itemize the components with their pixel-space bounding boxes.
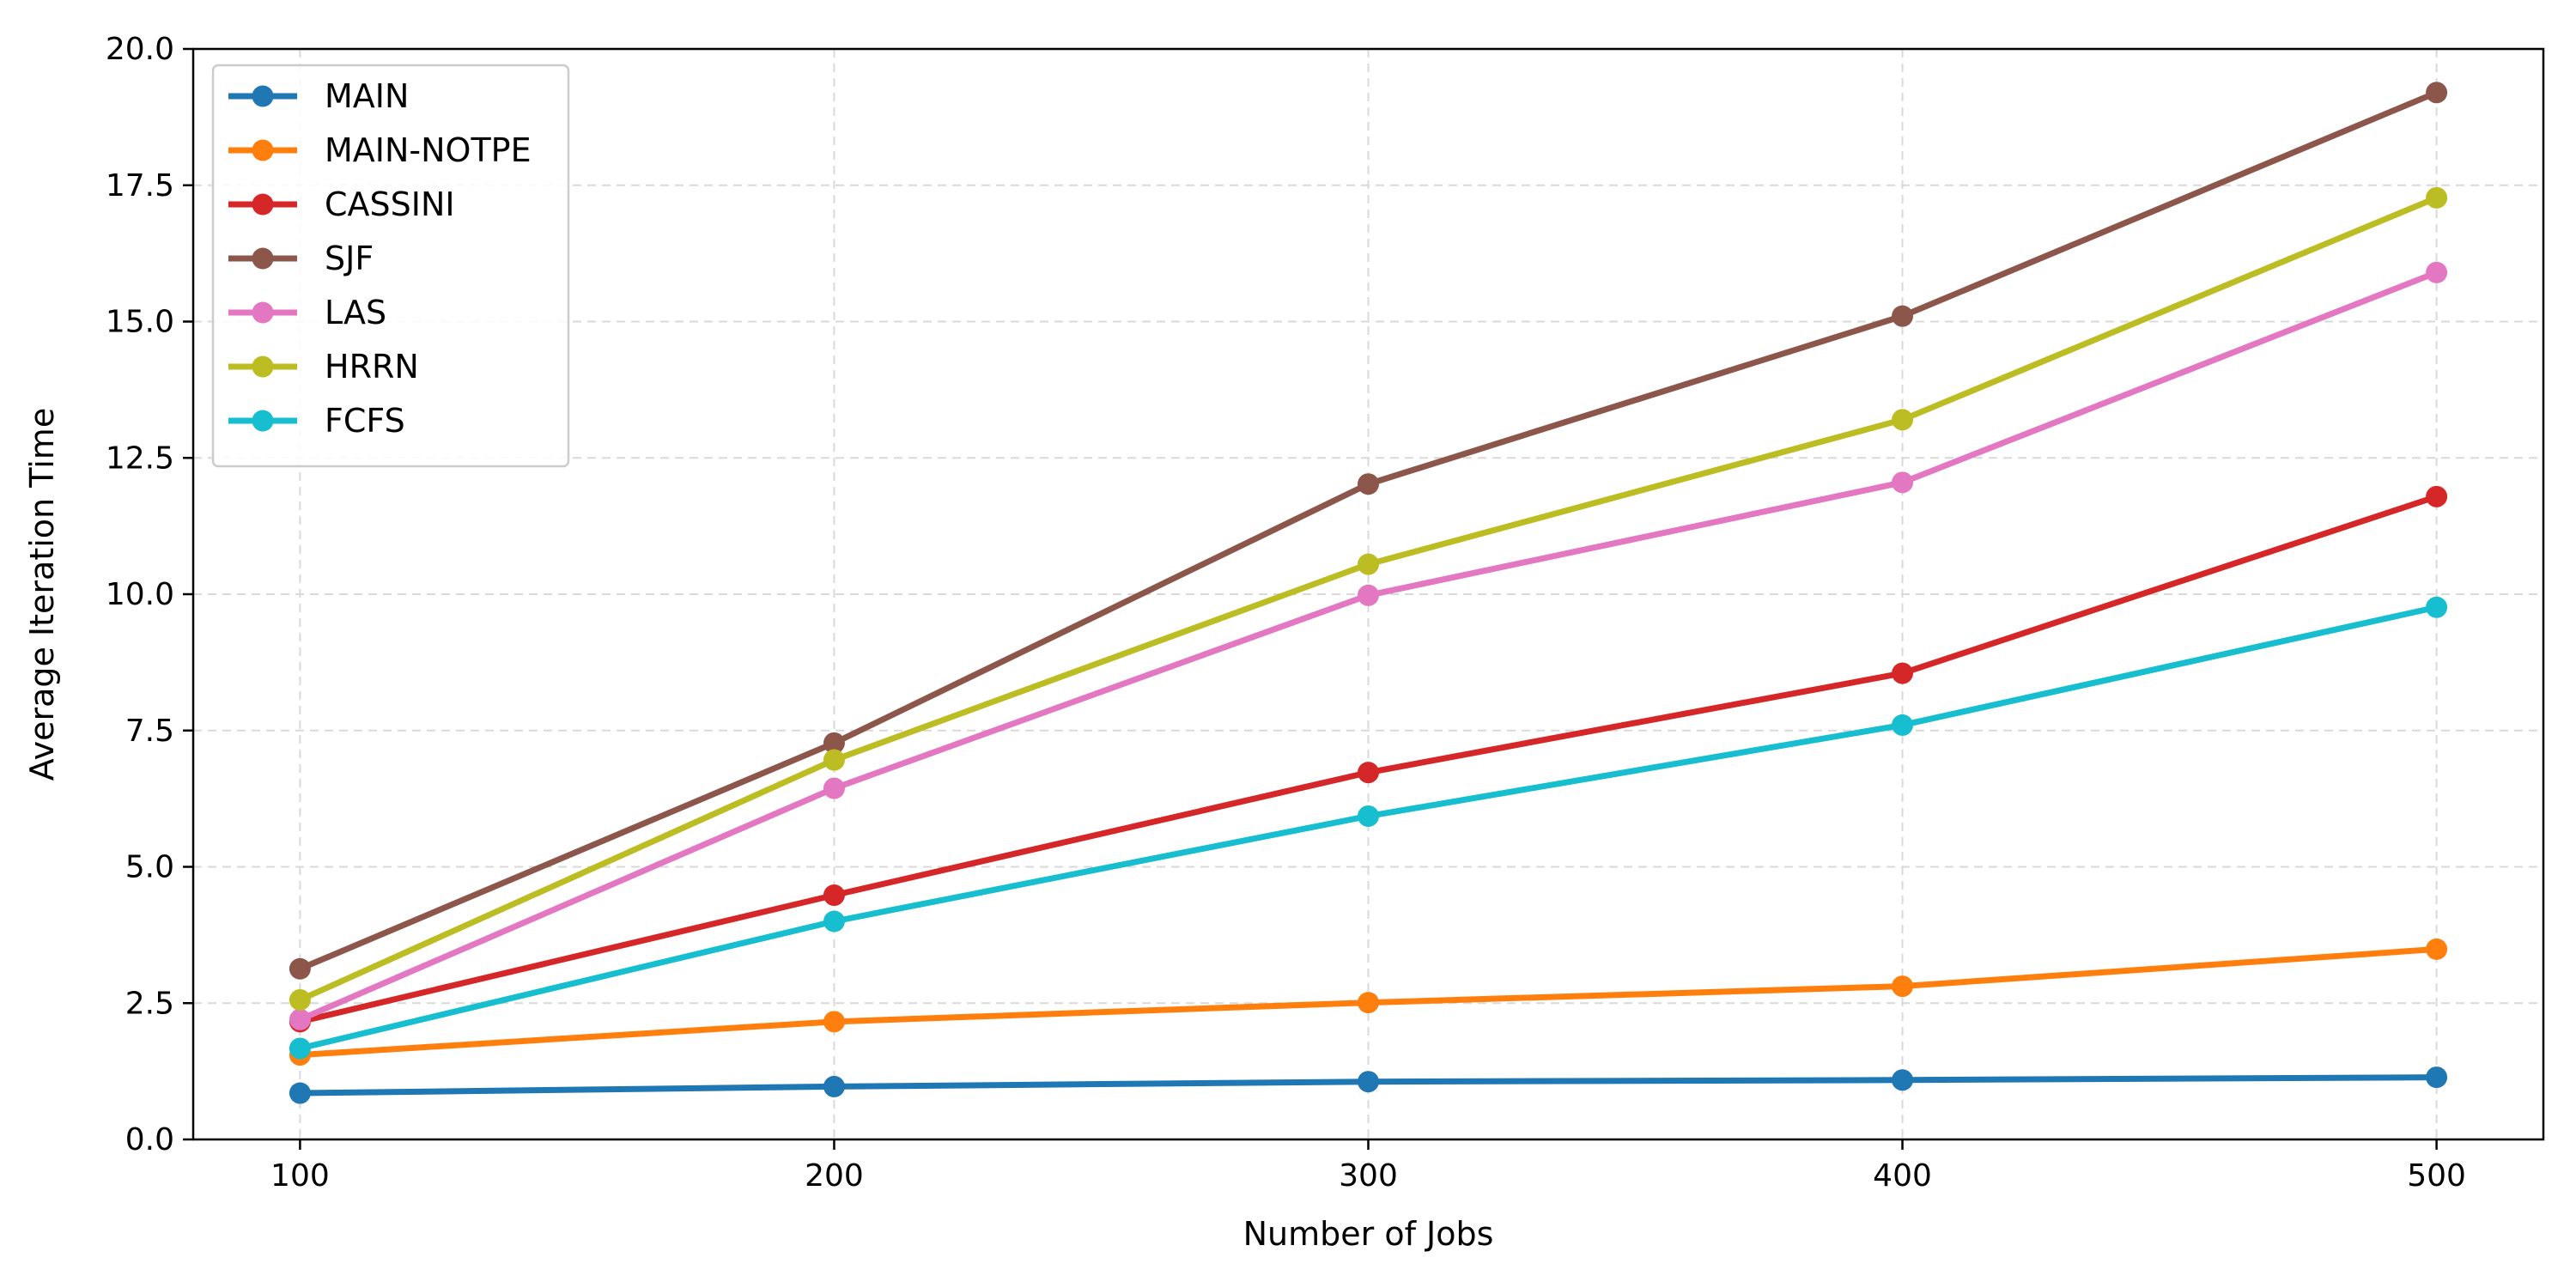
data-point xyxy=(823,884,845,907)
legend-item: CASSINI xyxy=(228,185,455,223)
x-axis-title: Number of Jobs xyxy=(1243,1215,1494,1253)
legend-item: MAIN xyxy=(228,77,409,115)
legend-label: LAS xyxy=(325,294,386,331)
legend-label: SJF xyxy=(325,240,374,277)
data-point xyxy=(289,957,311,980)
data-point xyxy=(1892,471,1914,494)
legend-label: CASSINI xyxy=(325,185,455,223)
series-cassini xyxy=(289,485,2448,1033)
series-las xyxy=(289,261,2448,1030)
x-tick-label: 500 xyxy=(2407,1158,2466,1194)
data-point xyxy=(1892,409,1914,431)
legend-marker xyxy=(252,247,274,270)
data-point xyxy=(823,749,845,771)
legend-item: LAS xyxy=(228,294,386,331)
legend-label: MAIN xyxy=(325,77,409,115)
legend-box xyxy=(211,64,570,468)
legend-item: HRRN xyxy=(228,348,419,386)
y-tick-label: 20.0 xyxy=(106,32,174,67)
y-tick-label: 15.0 xyxy=(106,305,174,340)
legend-marker xyxy=(252,193,274,216)
data-point xyxy=(1358,762,1379,784)
data-point xyxy=(1358,584,1379,606)
data-point xyxy=(2426,261,2448,283)
data-point xyxy=(823,732,845,754)
data-point xyxy=(1892,662,1914,684)
legend-item: FCFS xyxy=(228,402,405,440)
legend-marker xyxy=(252,410,274,432)
data-point xyxy=(2426,596,2448,618)
y-tick-label: 7.5 xyxy=(125,714,174,749)
data-point xyxy=(2426,82,2448,104)
data-point xyxy=(289,1037,311,1060)
data-point xyxy=(1892,714,1914,736)
data-point xyxy=(1358,992,1379,1014)
y-tick-label: 5.0 xyxy=(125,850,174,885)
y-tick-label: 12.5 xyxy=(106,440,174,476)
series-layer xyxy=(289,82,2448,1104)
data-point xyxy=(1892,1069,1914,1091)
legend-label: FCFS xyxy=(325,402,405,440)
data-point xyxy=(1892,305,1914,327)
y-tick-label: 0.0 xyxy=(125,1122,174,1157)
x-tick-label: 100 xyxy=(270,1158,330,1194)
data-point xyxy=(289,1008,311,1030)
data-point xyxy=(1892,975,1914,998)
x-tick-label: 200 xyxy=(805,1158,864,1194)
data-point xyxy=(823,1075,845,1097)
legend-item: MAIN-NOTPE xyxy=(228,131,532,169)
data-point xyxy=(289,988,311,1011)
legend-marker xyxy=(252,355,274,378)
legend-marker xyxy=(252,85,274,107)
y-axis-title: Average Iteration Time xyxy=(23,408,61,781)
y-tick-label: 17.5 xyxy=(106,168,174,204)
series-hrrn xyxy=(289,186,2448,1011)
data-point xyxy=(823,910,845,933)
legend-label: MAIN-NOTPE xyxy=(325,131,532,169)
data-point xyxy=(289,1082,311,1104)
axes: 100 200 300 400 500 0.0 2.5 5.0 7.5 10.0 12.5 15.0 1… xyxy=(106,32,2466,1194)
data-point xyxy=(2426,1066,2448,1089)
series-fcfs xyxy=(289,596,2448,1060)
data-point xyxy=(823,777,845,799)
data-point xyxy=(2426,485,2448,507)
data-point xyxy=(1358,553,1379,575)
data-point xyxy=(823,1011,845,1033)
legend-marker xyxy=(252,301,274,324)
y-tick-label: 2.5 xyxy=(125,986,174,1021)
data-point xyxy=(1358,1071,1379,1093)
series-sjf xyxy=(289,82,2448,980)
legend: MAIN MAIN-NOTPE CASSINI SJF LAS HRRN FCFS xyxy=(211,64,570,468)
y-tick-label: 10.0 xyxy=(106,577,174,612)
legend-label: HRRN xyxy=(325,348,419,386)
data-point xyxy=(2426,186,2448,209)
data-point xyxy=(1358,473,1379,495)
series-main xyxy=(289,1066,2448,1104)
legend-item: SJF xyxy=(228,240,374,277)
legend-marker xyxy=(252,139,274,161)
x-tick-label: 400 xyxy=(1873,1158,1932,1194)
x-tick-label: 300 xyxy=(1339,1158,1398,1194)
data-point xyxy=(2426,938,2448,960)
data-point xyxy=(1358,805,1379,827)
